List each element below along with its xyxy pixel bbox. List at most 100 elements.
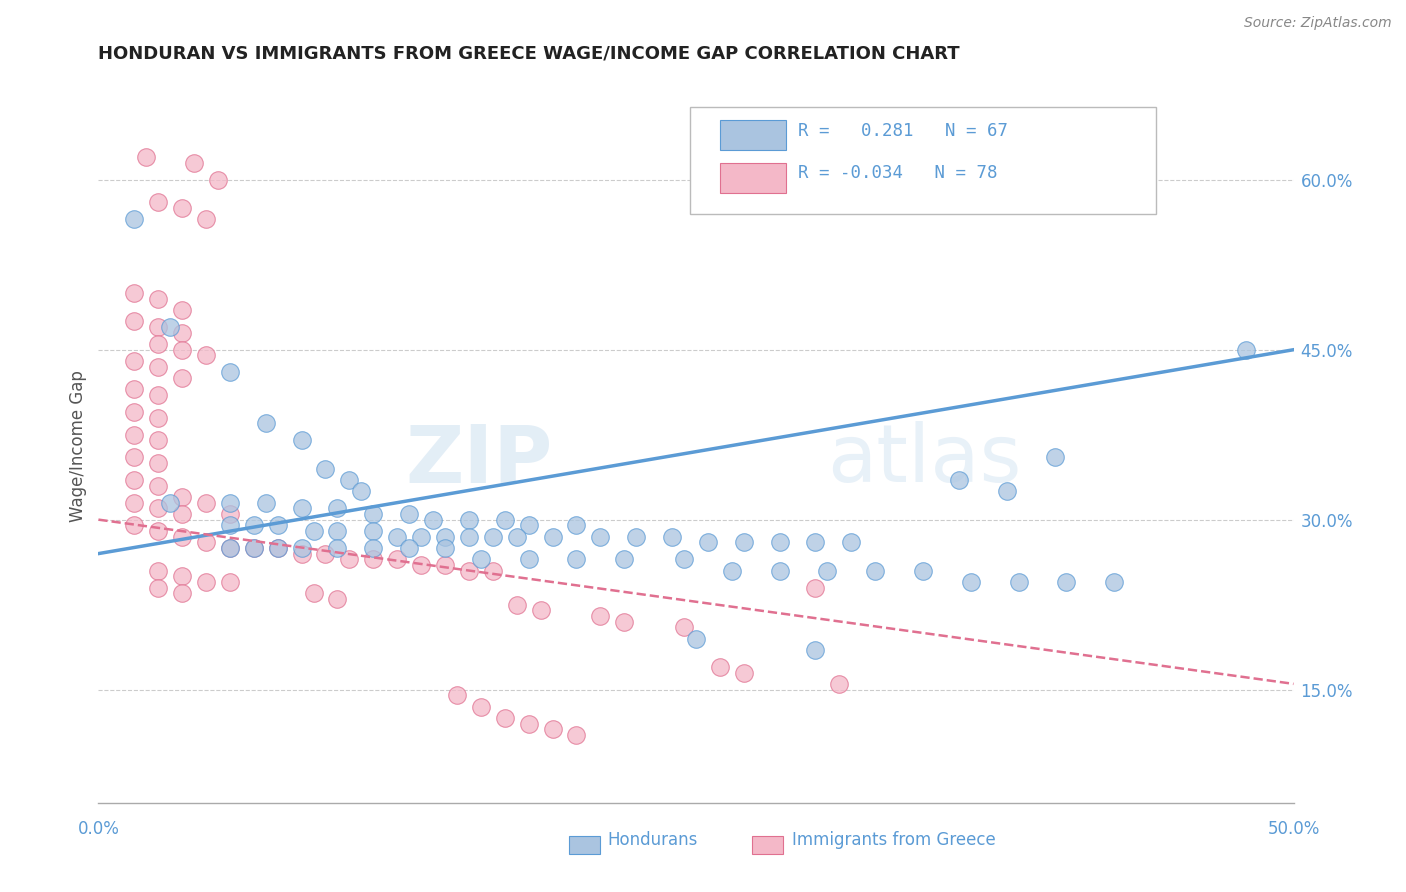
Point [219, 507, 242, 521]
Point [959, 574, 981, 589]
Point [911, 564, 934, 578]
Point [350, 484, 373, 499]
Point [124, 473, 146, 487]
Point [363, 552, 385, 566]
Point [804, 535, 827, 549]
Point [768, 535, 790, 549]
Text: ZIP: ZIP [405, 421, 553, 500]
Point [626, 530, 648, 544]
Point [194, 535, 218, 549]
Point [385, 530, 409, 544]
Point [172, 507, 194, 521]
Point [363, 507, 385, 521]
Point [207, 173, 229, 187]
Text: Immigrants from Greece: Immigrants from Greece [792, 830, 995, 848]
Point [768, 564, 790, 578]
Point [291, 547, 314, 561]
Point [219, 574, 242, 589]
Text: HONDURAN VS IMMIGRANTS FROM GREECE WAGE/INCOME GAP CORRELATION CHART: HONDURAN VS IMMIGRANTS FROM GREECE WAGE/… [98, 45, 960, 62]
Point [661, 530, 683, 544]
Point [243, 518, 266, 533]
Point [481, 564, 505, 578]
Text: atlas: atlas [827, 421, 1022, 500]
Point [172, 343, 194, 357]
Point [315, 547, 337, 561]
Point [219, 541, 242, 555]
Point [124, 383, 146, 397]
Point [172, 530, 194, 544]
Point [1043, 450, 1066, 465]
Point [709, 660, 731, 674]
Point [589, 530, 612, 544]
Text: R = -0.034   N = 78: R = -0.034 N = 78 [797, 164, 997, 182]
Point [148, 359, 170, 374]
Point [828, 677, 851, 691]
Text: 50.0%: 50.0% [1267, 820, 1320, 838]
Point [470, 552, 492, 566]
Point [411, 558, 433, 572]
Point [948, 473, 970, 487]
Point [733, 535, 755, 549]
Point [148, 456, 170, 470]
Point [470, 699, 492, 714]
Text: R =   0.281   N = 67: R = 0.281 N = 67 [797, 121, 1008, 139]
Point [124, 286, 146, 301]
Point [517, 552, 540, 566]
Point [398, 507, 420, 521]
Bar [720, 120, 786, 150]
Point [339, 473, 360, 487]
Point [1007, 574, 1029, 589]
Point [433, 530, 456, 544]
Point [326, 591, 349, 606]
Point [124, 427, 146, 442]
Point [172, 371, 194, 385]
Point [541, 530, 564, 544]
Point [159, 320, 181, 334]
Text: Hondurans: Hondurans [607, 830, 697, 848]
Point [733, 665, 755, 680]
Point [254, 417, 277, 431]
Point [219, 365, 242, 379]
Point [673, 552, 696, 566]
Point [124, 450, 146, 465]
Point [815, 564, 838, 578]
Point [326, 541, 349, 555]
Point [243, 541, 266, 555]
Point [315, 461, 337, 475]
Y-axis label: Wage/Income Gap: Wage/Income Gap [69, 370, 87, 522]
Point [673, 620, 696, 634]
Point [124, 495, 146, 509]
Point [148, 478, 170, 492]
Point [446, 688, 468, 702]
Point [863, 564, 887, 578]
Point [422, 513, 444, 527]
Point [302, 586, 325, 600]
Point [697, 535, 720, 549]
Point [363, 541, 385, 555]
Point [494, 513, 516, 527]
Point [267, 541, 290, 555]
Point [172, 201, 194, 215]
Point [124, 405, 146, 419]
Point [148, 292, 170, 306]
Point [148, 434, 170, 448]
Point [481, 530, 505, 544]
Point [172, 303, 194, 318]
Point [506, 530, 529, 544]
Point [841, 535, 863, 549]
Point [267, 541, 290, 555]
Point [124, 212, 146, 227]
Text: 0.0%: 0.0% [77, 820, 120, 838]
Point [398, 541, 420, 555]
Point [613, 615, 636, 629]
Point [804, 581, 827, 595]
FancyBboxPatch shape [690, 107, 1156, 214]
Point [339, 552, 360, 566]
Point [1234, 343, 1257, 357]
Point [1102, 574, 1125, 589]
Point [326, 501, 349, 516]
Point [124, 314, 146, 328]
Point [589, 608, 612, 623]
Point [194, 212, 218, 227]
Point [219, 495, 242, 509]
